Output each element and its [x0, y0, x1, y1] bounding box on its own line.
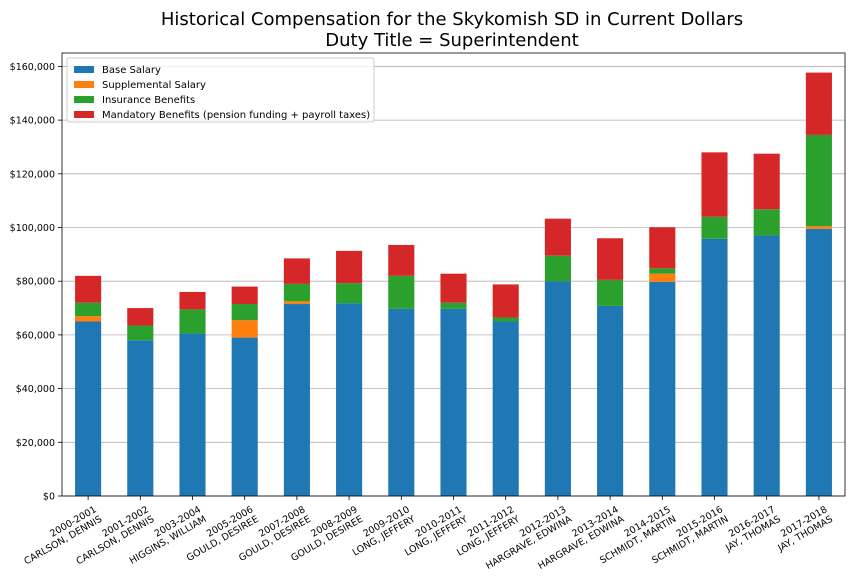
- y-tick-label: $0: [43, 492, 55, 503]
- bar-segment-mandatory: [231, 286, 258, 305]
- bar-segment-insurance: [492, 317, 519, 322]
- bar-segment-supplemental: [231, 320, 258, 338]
- bar-segment-base: [336, 303, 363, 496]
- bar-segment-insurance: [179, 309, 206, 334]
- y-tick-label: $140,000: [10, 116, 55, 127]
- bar-segment-insurance: [649, 268, 676, 274]
- bar-segment-insurance: [701, 216, 728, 239]
- bar-segment-base: [649, 281, 676, 496]
- bar-segment-mandatory: [388, 244, 415, 276]
- bar-segment-base: [231, 337, 258, 496]
- y-tick-label: $80,000: [16, 277, 55, 288]
- legend-label: Mandatory Benefits (pension funding + pa…: [102, 110, 370, 121]
- bar-segment-mandatory: [649, 227, 676, 269]
- bar-segment-supplemental: [75, 316, 102, 322]
- bar-segment-mandatory: [701, 152, 728, 217]
- bar-segment-base: [440, 308, 467, 496]
- bar-segment-supplemental: [805, 226, 832, 229]
- bar-segment-base: [283, 304, 310, 496]
- y-tick-label: $40,000: [16, 384, 55, 395]
- bar-segment-mandatory: [440, 273, 467, 303]
- bar-segment-insurance: [597, 279, 624, 306]
- bar-segment-supplemental: [283, 301, 310, 305]
- bar-segment-insurance: [283, 283, 310, 302]
- y-tick-label: $120,000: [10, 169, 55, 180]
- bar-segment-mandatory: [805, 72, 832, 135]
- bar-segment-mandatory: [544, 218, 571, 256]
- bar-segment-insurance: [440, 302, 467, 309]
- bar-segment-base: [544, 281, 571, 496]
- legend-swatch: [74, 111, 94, 118]
- bar-segment-base: [492, 321, 519, 496]
- bar-segment-base: [753, 235, 780, 496]
- legend-swatch: [74, 81, 94, 88]
- bar-segment-base: [701, 238, 728, 497]
- bar-segment-base: [388, 308, 415, 496]
- y-tick-label: $60,000: [16, 330, 55, 341]
- legend-label: Base Salary: [102, 65, 161, 76]
- plot-frame: [61, 52, 846, 497]
- bar-segment-mandatory: [75, 275, 102, 303]
- bar-segment-insurance: [388, 275, 415, 309]
- bar-segment-supplemental: [649, 273, 676, 282]
- legend-swatch: [74, 66, 94, 73]
- bar-segment-base: [597, 305, 624, 496]
- bar-segment-insurance: [544, 255, 571, 282]
- legend-box: [66, 57, 375, 123]
- chart-title: Historical Compensation for the Skykomis…: [161, 9, 743, 30]
- bar-segment-mandatory: [492, 284, 519, 318]
- y-tick-label: $20,000: [16, 438, 55, 449]
- y-tick-label: $100,000: [10, 223, 55, 234]
- bar-segment-insurance: [336, 283, 363, 304]
- bar-segment-base: [127, 340, 154, 496]
- legend-label: Supplemental Salary: [102, 80, 206, 91]
- legend: Base Salary Supplemental Salary Insurance …: [66, 57, 375, 123]
- bar-segment-mandatory: [597, 238, 624, 280]
- bar-segment-base: [75, 321, 102, 496]
- bar-segment-mandatory: [336, 250, 363, 284]
- bar-segment-mandatory: [127, 308, 154, 326]
- bar-segment-insurance: [753, 209, 780, 236]
- bar-segment-insurance: [75, 302, 102, 317]
- chart-subtitle: Duty Title = Superintendent: [325, 30, 578, 51]
- bar-segment-mandatory: [753, 153, 780, 210]
- bar-segment-insurance: [805, 134, 832, 227]
- bar-segment-mandatory: [283, 258, 310, 284]
- bar-segment-base: [805, 228, 832, 496]
- legend-swatch: [74, 96, 94, 103]
- bar-segment-insurance: [127, 325, 154, 341]
- legend-label: Insurance Benefits: [102, 95, 195, 106]
- bar-segment-mandatory: [179, 291, 206, 310]
- bars-layer: [75, 72, 832, 497]
- y-tick-label: $160,000: [10, 62, 55, 73]
- bar-segment-base: [179, 333, 206, 496]
- bar-segment-insurance: [231, 304, 258, 321]
